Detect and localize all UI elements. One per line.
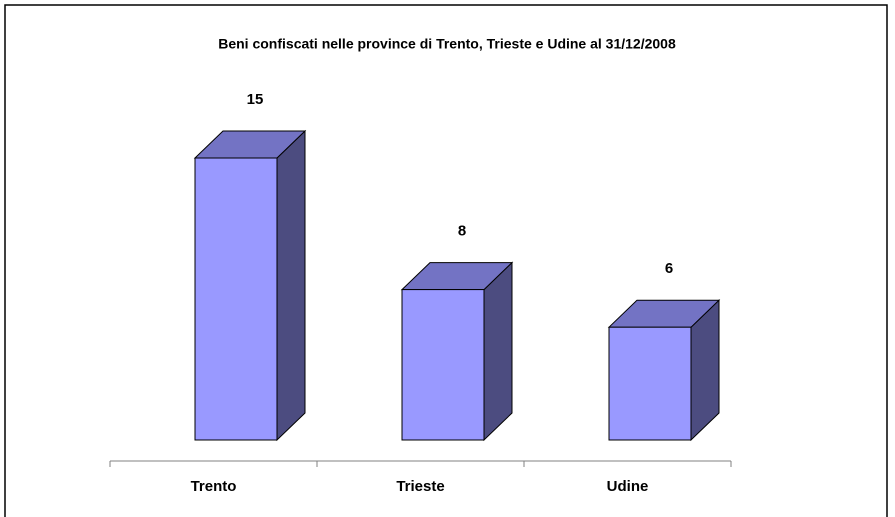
bar-side	[276, 129, 306, 442]
data-label: 15	[247, 91, 264, 108]
data-label: 6	[665, 260, 673, 277]
bar	[194, 157, 278, 441]
data-label: 8	[458, 223, 466, 240]
x-tick-label: Trieste	[396, 478, 444, 495]
chart-frame	[4, 4, 888, 517]
bar	[401, 289, 485, 441]
chart-title: Beni confiscati nelle province di Trento…	[218, 36, 676, 52]
bar	[608, 326, 692, 441]
x-tick-label: Trento	[191, 478, 237, 495]
bar-side	[483, 261, 513, 442]
x-tick-label: Udine	[607, 478, 649, 495]
